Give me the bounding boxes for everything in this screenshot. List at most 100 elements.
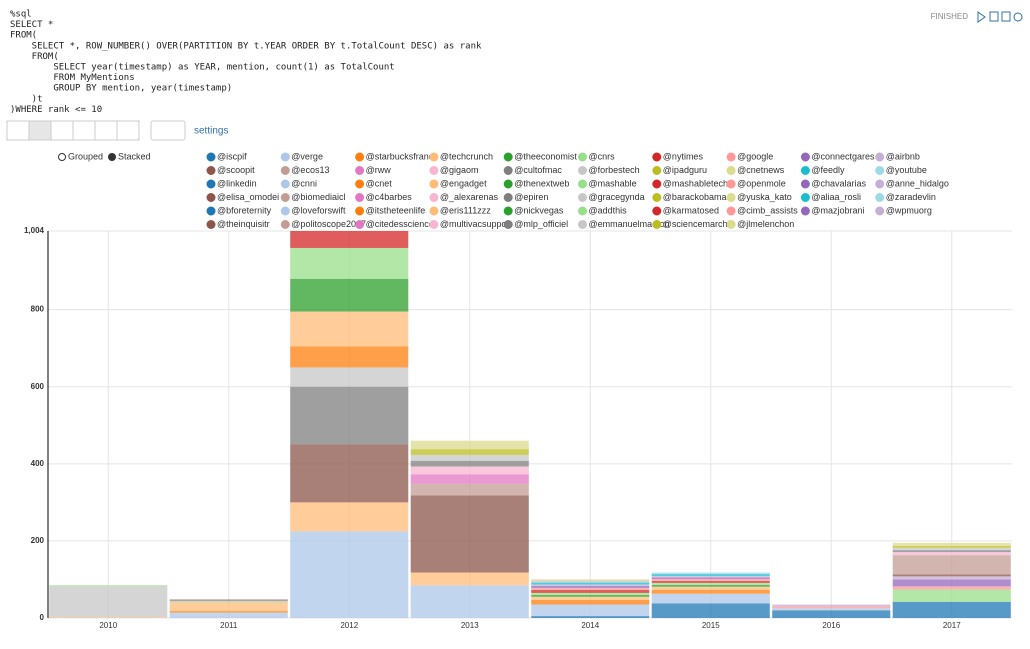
legend-label[interactable]: @loveforswift	[291, 205, 346, 215]
legend-label[interactable]: @sciencemarchfr	[663, 219, 733, 229]
legend-label[interactable]: @openmole	[737, 178, 786, 188]
legend-label[interactable]: @iscpif	[217, 151, 247, 161]
legend-swatch[interactable]	[578, 206, 587, 216]
legend-swatch[interactable]	[503, 193, 513, 202]
legend-label[interactable]: @gracegynda	[589, 192, 645, 202]
legend-swatch[interactable]	[652, 220, 662, 229]
legend-label[interactable]: @cimb_assists	[737, 205, 798, 215]
legend-swatch[interactable]	[429, 193, 439, 202]
legend-label[interactable]: @mashable	[589, 178, 637, 188]
legend-swatch[interactable]	[355, 206, 365, 216]
legend-swatch[interactable]	[726, 220, 736, 229]
legend-label[interactable]: @mashabletech	[663, 178, 728, 188]
mode-radio[interactable]	[58, 153, 66, 161]
legend-swatch[interactable]	[652, 152, 662, 162]
bar-chart-button[interactable]	[28, 120, 52, 141]
legend-label[interactable]: @zaradevlin	[886, 192, 936, 202]
legend-label[interactable]: @nytimes	[663, 151, 704, 161]
legend-label[interactable]: @ecos13	[291, 165, 329, 175]
legend-label[interactable]: @cnet	[366, 178, 393, 188]
legend-swatch[interactable]	[503, 206, 513, 216]
legend-swatch[interactable]	[578, 152, 587, 162]
legend-swatch[interactable]	[503, 220, 513, 229]
legend-label[interactable]: @bforeternity	[217, 205, 272, 215]
legend-swatch[interactable]	[429, 166, 439, 175]
legend-label[interactable]: @_alexarenas	[440, 192, 499, 202]
legend-label[interactable]: @starbucksfrance	[366, 151, 439, 161]
legend-label[interactable]: @multivacsupport	[440, 219, 513, 229]
legend-swatch[interactable]	[280, 193, 290, 202]
legend-label[interactable]: @connectgares	[811, 151, 875, 161]
legend-label[interactable]: @linkedin	[217, 178, 257, 188]
legend-swatch[interactable]	[875, 166, 885, 175]
legend-label[interactable]: @theeconomist	[514, 151, 577, 161]
scatter-chart-button[interactable]	[116, 120, 140, 141]
legend-swatch[interactable]	[726, 166, 736, 175]
hide-output[interactable]	[1001, 11, 1011, 22]
legend-label[interactable]: @ipadguru	[663, 165, 707, 175]
legend-swatch[interactable]	[206, 152, 216, 162]
legend-swatch[interactable]	[503, 152, 513, 162]
legend-label[interactable]: @itstheteenlife	[366, 205, 426, 215]
legend-swatch[interactable]	[503, 166, 513, 175]
legend-swatch[interactable]	[652, 206, 662, 216]
legend-label[interactable]: @rww	[366, 165, 392, 175]
legend-label[interactable]: @politoscope2017	[291, 219, 366, 229]
legend-label[interactable]: @engadget	[440, 178, 487, 188]
legend-swatch[interactable]	[280, 206, 290, 216]
legend-label[interactable]: @barackobama	[663, 192, 727, 202]
legend-label[interactable]: @biomediaicl	[291, 192, 345, 202]
legend-swatch[interactable]	[355, 193, 365, 202]
legend-swatch[interactable]	[800, 193, 810, 202]
legend-label[interactable]: @aliaa_rosli	[811, 192, 861, 202]
legend-label[interactable]: @citedessciences	[366, 219, 439, 229]
legend-swatch[interactable]	[503, 179, 513, 189]
legend-swatch[interactable]	[578, 220, 587, 229]
legend-swatch[interactable]	[355, 220, 365, 229]
table-button[interactable]	[6, 120, 30, 141]
legend-swatch[interactable]	[355, 179, 365, 189]
hide-editor[interactable]	[989, 11, 999, 22]
legend-label[interactable]: @techcrunch	[440, 151, 493, 161]
legend-swatch[interactable]	[429, 206, 439, 216]
legend-label[interactable]: @cnetnews	[737, 165, 785, 175]
legend-label[interactable]: @mazjobrani	[811, 205, 864, 215]
legend-label[interactable]: @epiren	[514, 192, 548, 202]
legend-swatch[interactable]	[800, 206, 810, 216]
legend-swatch[interactable]	[206, 193, 216, 202]
legend-swatch[interactable]	[726, 206, 736, 216]
legend-label[interactable]: @eris111zzz	[440, 205, 491, 215]
legend-label[interactable]: @thenextweb	[514, 178, 569, 188]
legend-label[interactable]: @feedly	[811, 165, 845, 175]
legend-swatch[interactable]	[652, 166, 662, 175]
legend-label[interactable]: @youtube	[886, 165, 927, 175]
legend-swatch[interactable]	[280, 152, 290, 162]
mode-label[interactable]: Grouped	[68, 151, 103, 161]
legend-label[interactable]: @anne_hidalgo	[886, 178, 949, 188]
legend-label[interactable]: @wpmuorg	[886, 205, 932, 215]
legend-label[interactable]: @yuska_kato	[737, 192, 792, 202]
legend-swatch[interactable]	[726, 179, 736, 189]
legend-swatch[interactable]	[875, 179, 885, 189]
legend-label[interactable]: @theinquisitr	[217, 219, 270, 229]
legend-swatch[interactable]	[206, 220, 216, 229]
legend-label[interactable]: @emmanuelmacron	[589, 219, 670, 229]
download-button[interactable]	[150, 120, 186, 141]
legend-label[interactable]: @addthis	[589, 205, 628, 215]
legend-label[interactable]: @c4barbes	[366, 192, 413, 202]
legend-swatch[interactable]	[355, 166, 365, 175]
legend-swatch[interactable]	[800, 179, 810, 189]
legend-label[interactable]: @cnrs	[589, 151, 616, 161]
legend-label[interactable]: @verge	[291, 151, 323, 161]
legend-label[interactable]: @mlp_officiel	[514, 219, 568, 229]
paragraph-controls[interactable]	[977, 11, 1023, 23]
legend-label[interactable]: @scoopit	[217, 165, 255, 175]
legend-swatch[interactable]	[875, 152, 885, 162]
legend-swatch[interactable]	[206, 166, 216, 175]
legend-swatch[interactable]	[206, 179, 216, 189]
legend-label[interactable]: @jlmelenchon	[737, 219, 794, 229]
legend-label[interactable]: @cultofmac	[514, 165, 562, 175]
legend-swatch[interactable]	[206, 206, 216, 216]
legend-swatch[interactable]	[652, 179, 662, 189]
settings-link[interactable]: settings	[194, 126, 228, 137]
